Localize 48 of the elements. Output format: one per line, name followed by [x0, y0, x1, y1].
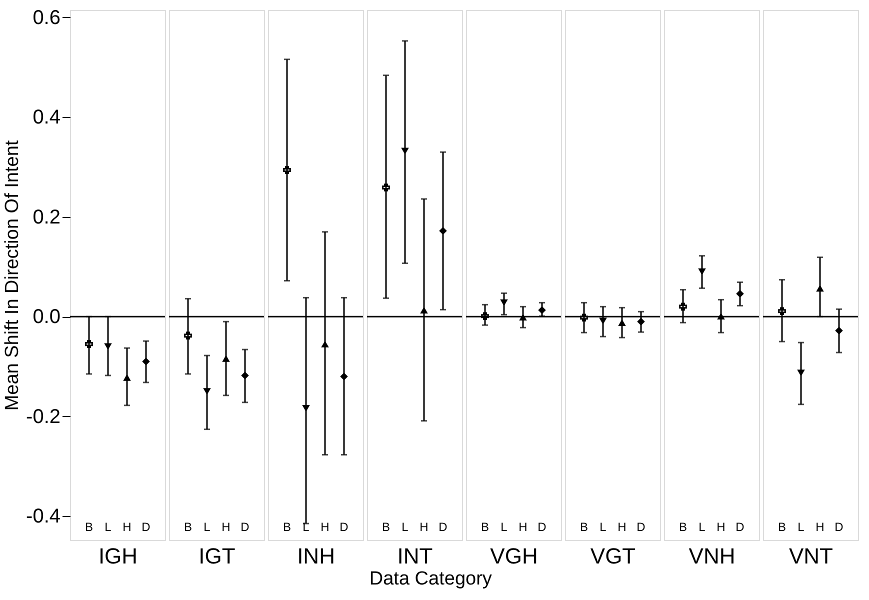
x-tick-label: L: [302, 520, 310, 534]
x-tick-label: B: [778, 520, 786, 534]
x-tick-label: L: [104, 520, 112, 534]
x-tick-label: B: [184, 520, 192, 534]
y-tick-label: 0.0: [32, 306, 60, 328]
x-tick-label: B: [480, 520, 490, 534]
text: Data Category: [369, 568, 492, 590]
x-tick-label: H: [420, 520, 428, 534]
x-axis-title: INT: [397, 544, 433, 568]
y-tick-label: 0.4: [32, 106, 60, 129]
x-axis-title: IGT: [198, 544, 236, 568]
x-tick-label: H: [122, 520, 132, 534]
x-axis-title: VNT: [789, 544, 833, 568]
x-tick-label: L: [600, 520, 607, 534]
x-tick-label: H: [716, 520, 726, 534]
x-axis-title: VGT: [590, 544, 636, 568]
x-tick-label: B: [282, 520, 292, 534]
x-tick-label: D: [636, 520, 646, 534]
x-axis-title: INH: [297, 544, 335, 568]
y-axis-title: Mean Shift In Direction Of Intent: [2, 140, 24, 411]
x-tick-label: D: [340, 520, 349, 534]
y-tick-label: -0.4: [26, 506, 60, 528]
x-tick-label: D: [834, 520, 844, 534]
x-tick-label: B: [678, 520, 688, 534]
x-tick-label: H: [618, 520, 626, 534]
x-tick-label: H: [816, 520, 824, 534]
x-axis-title: VNH: [688, 544, 736, 568]
x-tick-label: L: [698, 520, 706, 534]
x-tick-label: D: [538, 520, 547, 534]
y-tick-label: 0.2: [32, 206, 60, 228]
x-tick-label: B: [382, 520, 390, 534]
x-axis-title: VGH: [490, 544, 538, 568]
x-tick-label: L: [500, 520, 508, 534]
x-tick-label: H: [222, 520, 230, 534]
y-tick-label: -0.2: [26, 406, 60, 428]
x-tick-label: B: [580, 520, 588, 534]
x-tick-label: D: [736, 520, 745, 534]
x-tick-label: D: [240, 520, 250, 534]
x-tick-label: L: [204, 520, 211, 534]
x-tick-label: L: [798, 520, 805, 534]
x-tick-label: D: [142, 520, 151, 534]
x-tick-label: L: [402, 520, 409, 534]
x-tick-label: B: [84, 520, 94, 534]
x-tick-label: H: [518, 520, 528, 534]
y-tick-label: 0.6: [32, 6, 60, 29]
x-tick-label: H: [320, 520, 330, 534]
x-axis-title: IGH: [98, 544, 138, 568]
x-tick-label: D: [438, 520, 448, 534]
